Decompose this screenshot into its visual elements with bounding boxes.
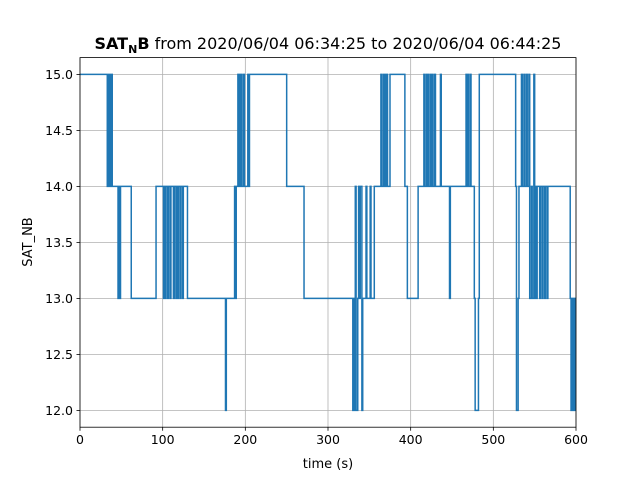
y-tick-label: 12.0 xyxy=(45,403,73,418)
series-line xyxy=(80,73,576,412)
title-main: SAT xyxy=(95,34,129,53)
chart-title: SATNB from 2020/06/04 06:34:25 to 2020/0… xyxy=(95,34,562,56)
y-tick-label: 13.0 xyxy=(45,291,73,306)
y-axis-label: SAT_NB xyxy=(21,217,36,266)
y-tick-label: 15.0 xyxy=(45,67,73,82)
x-tick-label: 0 xyxy=(76,432,84,447)
x-tick-label: 400 xyxy=(399,432,423,447)
y-tick-label: 14.0 xyxy=(45,179,73,194)
y-tick-label: 12.5 xyxy=(45,347,73,362)
title-main-suffix: B xyxy=(137,34,149,53)
x-tick-label: 300 xyxy=(316,432,340,447)
y-tick-label: 13.5 xyxy=(45,235,73,250)
x-axis-label: time (s) xyxy=(303,457,353,472)
title-subscript: N xyxy=(128,43,137,56)
x-tick-label: 600 xyxy=(564,432,588,447)
title-rest: from 2020/06/04 06:34:25 to 2020/06/04 0… xyxy=(150,34,562,53)
plot-frame xyxy=(79,57,577,428)
x-tick-label: 200 xyxy=(233,432,257,447)
x-tick-label: 500 xyxy=(481,432,505,447)
y-tick-label: 14.5 xyxy=(45,123,73,138)
x-tick-label: 100 xyxy=(151,432,175,447)
axis-ticks: 0 100 200 300 400 500 600 12.0 12.5 13.0 13.5 14.0 1… xyxy=(45,67,588,447)
